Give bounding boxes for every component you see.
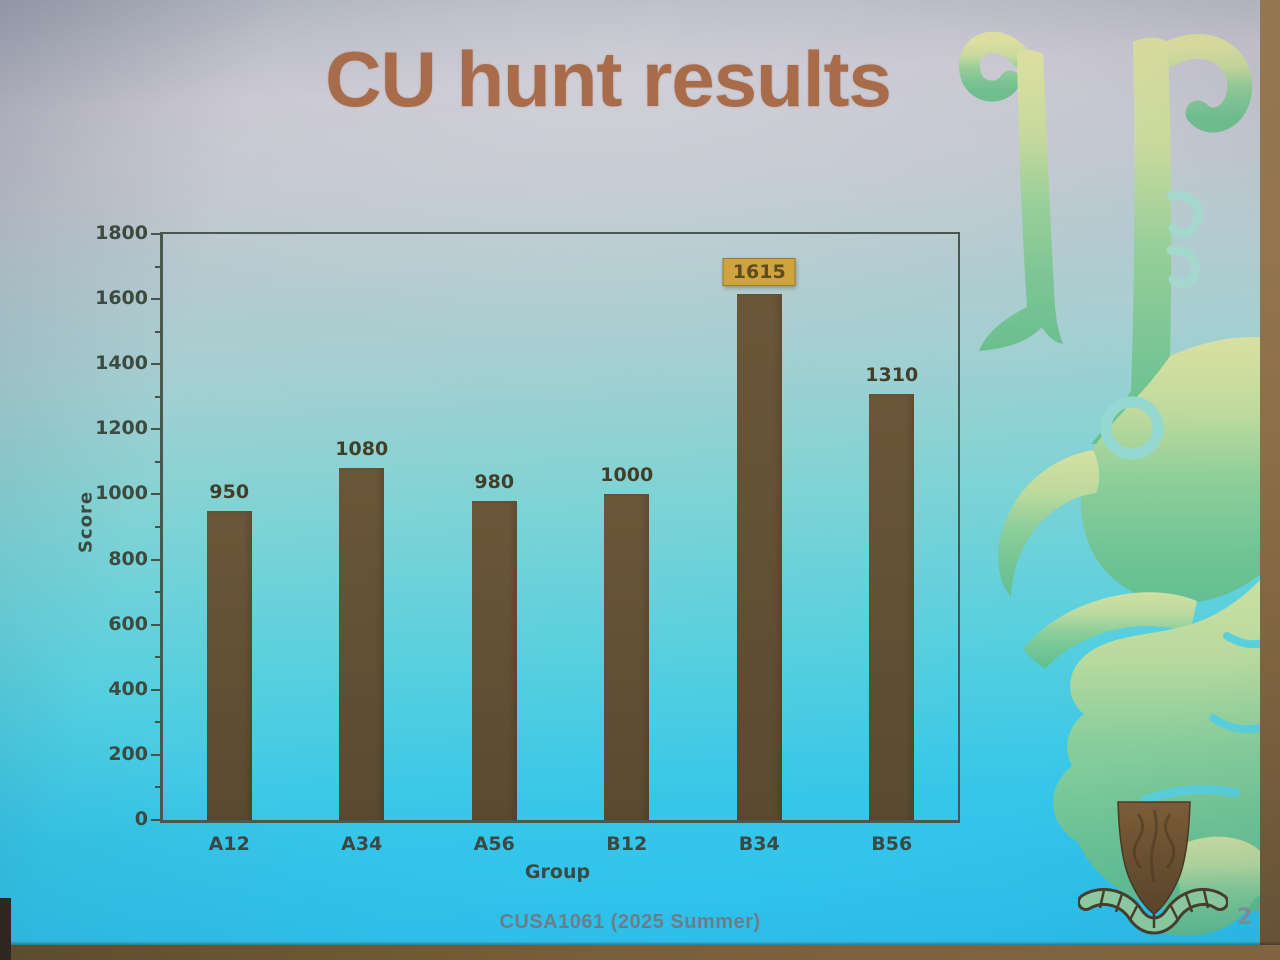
bar-value-label: 1615 xyxy=(722,258,796,287)
y-tick-minor xyxy=(155,721,161,724)
y-tick-label: 1600 xyxy=(95,287,148,310)
footer-course-label: CUSA1061 (2025 Summer) xyxy=(499,911,761,933)
y-tick-label: 200 xyxy=(108,742,148,765)
y-tick-label: 800 xyxy=(108,547,148,570)
category-label: B12 xyxy=(606,833,648,855)
bar-B56 xyxy=(869,393,915,820)
y-tick-major xyxy=(151,233,161,235)
y-tick-label: 600 xyxy=(108,612,148,635)
y-tick-major xyxy=(151,363,161,366)
y-tick-minor xyxy=(155,395,161,398)
y-tick-label: 0 xyxy=(134,808,148,830)
y-tick-label: 1800 xyxy=(95,222,148,244)
y-tick-minor xyxy=(155,526,161,528)
page-number: 2 xyxy=(1237,905,1253,930)
bar-value-label: 980 xyxy=(474,470,515,493)
y-tick-label: 1200 xyxy=(95,417,148,440)
cuhk-phoenix-watermark-icon xyxy=(959,31,1280,937)
y-tick-major xyxy=(151,819,161,821)
bar-B12 xyxy=(604,494,650,820)
bar-A12 xyxy=(206,510,252,820)
y-tick-minor xyxy=(155,656,161,659)
y-tick-major xyxy=(151,753,161,756)
y-tick-minor xyxy=(155,330,161,333)
y-tick-major xyxy=(151,688,161,691)
category-label: A12 xyxy=(208,833,250,855)
y-tick-major xyxy=(151,623,161,626)
bar-value-label: 950 xyxy=(209,480,250,503)
y-tick-label: 1000 xyxy=(95,482,148,505)
bar-value-label: 1310 xyxy=(865,363,919,386)
bar-A34 xyxy=(339,468,385,820)
category-label: A56 xyxy=(473,833,515,855)
cuhk-shield-emblem-icon xyxy=(1078,801,1228,935)
screen-edge-right xyxy=(1260,0,1280,960)
y-axis-title: Score xyxy=(75,490,97,554)
y-tick-major xyxy=(151,558,161,561)
screen-edge-corner xyxy=(0,898,11,960)
y-tick-minor xyxy=(155,265,161,268)
y-tick-major xyxy=(151,493,161,496)
y-tick-minor xyxy=(155,786,161,789)
bar-value-label: 1080 xyxy=(335,438,389,461)
category-label: B34 xyxy=(738,833,780,855)
screen-edge-bottom xyxy=(0,945,1280,960)
y-tick-minor xyxy=(155,460,161,463)
x-axis-title: Group xyxy=(524,861,591,883)
plot-area: 0 200 400 600 800 1000 1200 1400 1600 1800 950 A12 1… xyxy=(95,222,960,855)
y-tick-label: 400 xyxy=(108,677,148,700)
category-label: A34 xyxy=(341,833,383,855)
category-label: B56 xyxy=(871,833,913,855)
bar-B34 xyxy=(736,294,782,820)
y-tick-major xyxy=(151,428,161,431)
y-tick-label: 1400 xyxy=(95,352,148,375)
bar-value-label: 1000 xyxy=(600,464,654,487)
y-tick-minor xyxy=(155,591,161,594)
y-tick-major xyxy=(151,298,161,301)
bar-A56 xyxy=(471,500,517,820)
page-title: CU hunt results xyxy=(325,35,892,123)
